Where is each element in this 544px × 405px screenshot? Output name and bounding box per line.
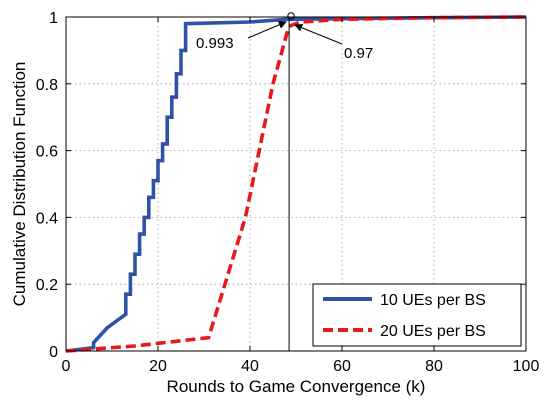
- y-axis-label: Cumulative Distribution Function: [10, 62, 29, 307]
- y-tick-label: 0: [49, 344, 58, 361]
- legend: 10 UEs per BS 20 UEs per BS: [312, 283, 522, 347]
- x-tick-label: 20: [149, 358, 167, 375]
- x-tick-label: 80: [425, 358, 443, 375]
- annotation-label-0993: 0.993: [196, 35, 234, 52]
- series-line-1: [65, 15, 527, 353]
- series-line-2: [65, 15, 527, 353]
- x-tick-label: 60: [333, 358, 351, 375]
- legend-label-series-1: 10 UEs per BS: [380, 292, 486, 309]
- annotation-arrow-097: [294, 23, 343, 45]
- y-tick-label: 0.8: [36, 77, 58, 94]
- annotation-label-097: 0.97: [344, 45, 373, 62]
- legend-label-series-2: 20 UEs per BS: [380, 323, 486, 340]
- y-axis-ticks: 0 0.2 0.4 0.6 0.8 1: [36, 10, 526, 361]
- y-tick-label: 0.2: [36, 277, 58, 294]
- legend-box: [312, 283, 522, 347]
- y-tick-label: 0.6: [36, 144, 58, 161]
- plot-frame: [65, 16, 527, 352]
- y-tick-label: 0.4: [36, 210, 58, 227]
- x-tick-label: 100: [513, 358, 540, 375]
- x-tick-label: 40: [241, 358, 259, 375]
- annotation-marker-circle: [287, 12, 295, 20]
- x-axis-ticks: 0 20 40 60 80 100: [62, 17, 540, 375]
- series-layer: [65, 15, 527, 353]
- x-axis-label: Rounds to Game Convergence (k): [167, 377, 426, 396]
- y-tick-label: 1: [49, 10, 58, 27]
- annotation-arrow-0993: [247, 21, 287, 39]
- x-tick-label: 0: [62, 358, 71, 375]
- annotation-layer: 0.993 0.97: [196, 12, 373, 62]
